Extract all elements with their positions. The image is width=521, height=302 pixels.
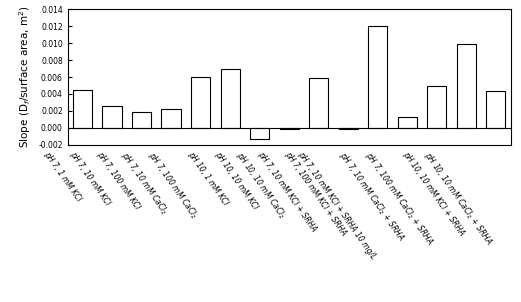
Bar [309,78,328,128]
Bar [339,128,358,129]
Bar [132,112,151,128]
Bar [73,90,92,128]
Bar [457,44,476,128]
Bar [103,106,121,128]
Bar [427,86,446,128]
Bar [162,109,181,128]
Bar [398,117,417,128]
Y-axis label: Slope (D$_f$/surface area, m$^2$): Slope (D$_f$/surface area, m$^2$) [17,6,33,148]
Bar [250,128,269,139]
Bar [486,91,505,128]
Bar [220,69,240,128]
Bar [191,77,210,128]
Bar [280,128,299,129]
Bar [368,26,387,128]
